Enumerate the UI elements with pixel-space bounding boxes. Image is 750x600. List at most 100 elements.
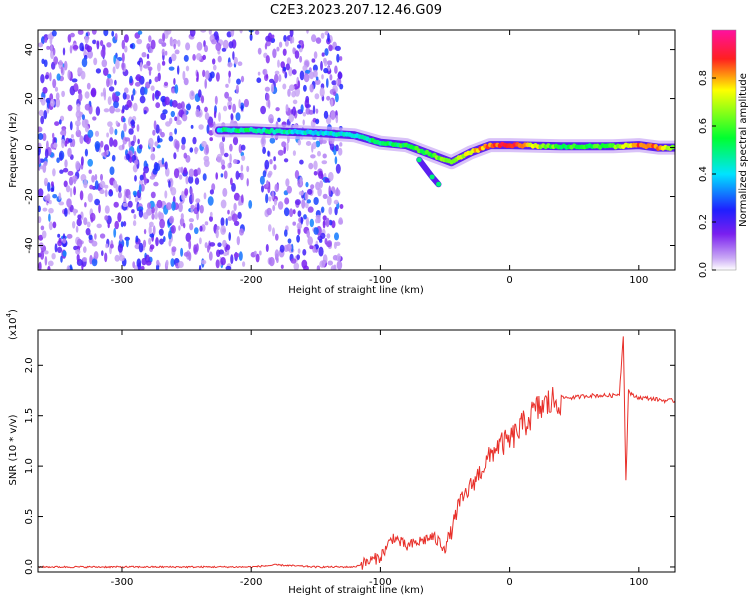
noise-speckle — [194, 177, 200, 185]
noise-speckle — [322, 254, 328, 264]
noise-speckle — [292, 47, 296, 55]
noise-speckle — [328, 171, 334, 182]
noise-speckle — [190, 187, 193, 196]
noise-speckle — [317, 150, 321, 157]
noise-speckle — [233, 56, 238, 65]
noise-speckle — [222, 187, 228, 197]
noise-speckle — [104, 205, 110, 214]
noise-speckle — [196, 41, 203, 51]
noise-speckle — [103, 67, 109, 77]
noise-speckle — [155, 102, 161, 109]
noise-speckle — [339, 56, 343, 61]
noise-speckle — [321, 139, 327, 144]
noise-speckle — [327, 260, 333, 266]
noise-speckle — [106, 42, 112, 48]
noise-speckle — [185, 42, 191, 51]
noise-speckle — [269, 78, 275, 83]
noise-speckle — [199, 204, 204, 214]
noise-speckle — [122, 105, 125, 113]
noise-speckle — [238, 251, 243, 261]
noise-speckle — [93, 251, 99, 260]
noise-speckle — [218, 249, 224, 255]
noise-speckle — [161, 42, 167, 47]
noise-speckle — [93, 57, 98, 66]
noise-speckle — [267, 32, 273, 42]
noise-speckle — [129, 43, 134, 49]
noise-speckle — [96, 40, 100, 50]
noise-speckle — [300, 40, 303, 47]
noise-speckle — [334, 156, 338, 165]
noise-speckle — [150, 191, 156, 199]
noise-speckle — [69, 32, 75, 38]
noise-speckle — [329, 142, 335, 151]
noise-speckle — [286, 185, 292, 194]
noise-speckle — [216, 225, 220, 231]
noise-speckle — [330, 98, 334, 107]
noise-speckle — [333, 199, 339, 205]
noise-speckle — [50, 187, 55, 192]
noise-speckle — [71, 138, 76, 148]
noise-speckle — [217, 55, 222, 63]
noise-speckle — [183, 54, 189, 62]
noise-speckle — [260, 137, 267, 146]
noise-speckle — [174, 49, 180, 55]
noise-speckle — [99, 233, 106, 239]
noise-speckle — [51, 61, 56, 70]
noise-speckle — [329, 74, 333, 81]
noise-speckle — [292, 209, 296, 215]
noise-speckle — [199, 237, 202, 245]
noise-speckle — [143, 64, 149, 69]
noise-speckle — [139, 144, 143, 150]
noise-speckle — [334, 65, 338, 74]
noise-speckle — [50, 43, 53, 54]
noise-speckle — [147, 66, 153, 72]
noise-speckle — [84, 91, 90, 99]
noise-speckle — [339, 142, 343, 147]
snr-line — [38, 336, 675, 570]
noise-speckle — [169, 215, 175, 224]
noise-speckle — [309, 71, 315, 80]
noise-speckle — [81, 57, 88, 68]
noise-speckle — [257, 47, 262, 55]
noise-speckle — [73, 83, 79, 91]
noise-speckle — [306, 30, 309, 34]
noise-speckle — [307, 188, 313, 195]
noise-speckle — [278, 41, 283, 48]
noise-region — [38, 30, 344, 270]
noise-speckle — [209, 137, 213, 142]
noise-speckle — [315, 181, 321, 191]
snr-frame — [37, 329, 676, 573]
noise-speckle — [212, 58, 216, 65]
noise-speckle — [269, 159, 273, 165]
noise-speckle — [87, 158, 93, 167]
noise-speckle — [274, 183, 280, 193]
noise-speckle — [299, 70, 305, 81]
noise-speckle — [176, 119, 182, 126]
y-tick-label: 0.5 — [24, 509, 35, 525]
noise-speckle — [338, 217, 343, 225]
noise-speckle — [136, 38, 143, 45]
noise-speckle — [91, 30, 97, 35]
noise-speckle — [265, 193, 269, 204]
noise-speckle — [128, 194, 131, 200]
noise-speckle — [315, 108, 319, 114]
noise-speckle — [286, 57, 292, 65]
noise-speckle — [129, 75, 133, 84]
noise-speckle — [95, 68, 101, 74]
noise-speckle — [139, 95, 146, 104]
noise-speckle — [96, 223, 102, 229]
noise-speckle — [319, 180, 323, 189]
noise-speckle — [236, 236, 240, 246]
noise-speckle — [286, 243, 292, 252]
noise-speckle — [62, 238, 67, 244]
noise-speckle — [38, 188, 44, 198]
noise-speckle — [60, 66, 64, 74]
noise-speckle — [215, 72, 220, 82]
noise-speckle — [58, 150, 65, 161]
noise-speckle — [63, 180, 68, 188]
noise-speckle — [325, 217, 330, 228]
noise-speckle — [268, 99, 271, 109]
colorbar-tick-label: 0.2 — [698, 214, 709, 230]
noise-speckle — [310, 154, 316, 159]
